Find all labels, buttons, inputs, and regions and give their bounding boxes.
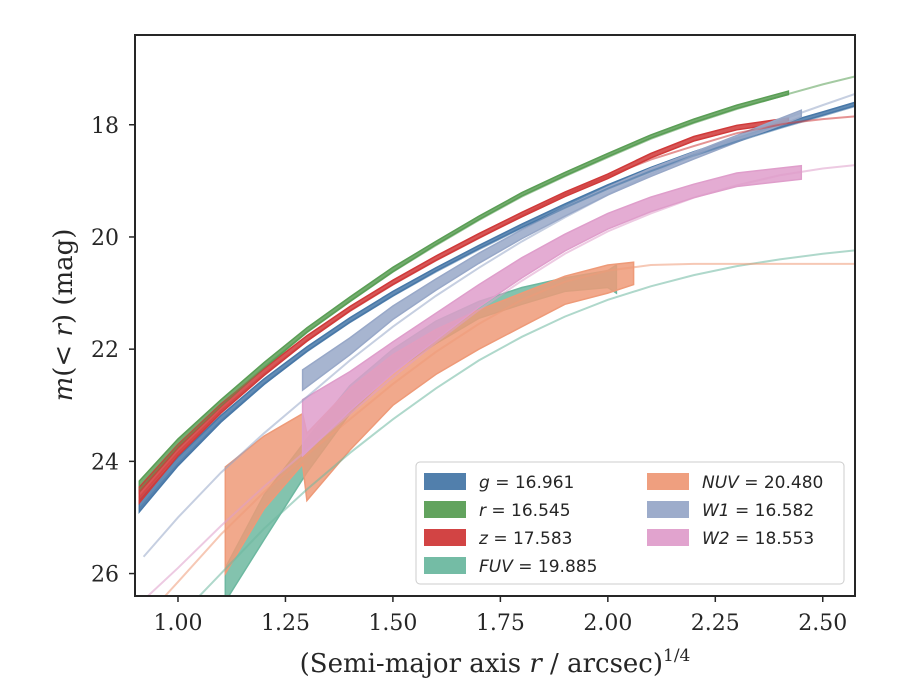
x-axis-ticks: 1.00 1.25 1.50 1.75 2.00 2.25 2.50: [153, 596, 847, 636]
x-tick-label: 2.25: [691, 611, 740, 636]
legend-label-g: g = 16.961: [479, 473, 574, 493]
x-tick-label: 1.75: [476, 611, 525, 636]
legend-box: [415, 461, 845, 585]
legend-label-r: r = 16.545: [479, 501, 571, 521]
profile-band-r: [138, 90, 790, 495]
x-tick-label: 2.00: [583, 611, 632, 636]
y-tick-label: 24: [91, 450, 119, 475]
x-tick-label: 2.50: [798, 611, 847, 636]
y-axis-label: m(< r) (mag): [49, 229, 79, 402]
legend-swatch-w1: [647, 501, 689, 518]
y-tick-label: 26: [91, 563, 119, 588]
legend-swatch-z: [424, 529, 466, 546]
model-curve-r: [138, 75, 855, 491]
y-axis-ticks: 18 20 22 24 26: [91, 114, 135, 588]
legend: g = 16.961 r = 16.545 z = 17.583 FUV = 19.8…: [415, 461, 845, 585]
model-curve-g: [138, 105, 855, 510]
legend-label-fuv: FUV = 19.885: [479, 557, 597, 577]
plot-frame: [134, 34, 856, 597]
y-tick-label: 22: [91, 338, 119, 363]
legend-label-w2: W2 = 18.553: [702, 529, 814, 549]
legend-swatch-fuv: [424, 557, 466, 574]
model-curve-w2: [147, 164, 855, 596]
y-tick-label: 20: [91, 226, 119, 251]
model-curve-w1: [142, 92, 855, 558]
x-axis-label: (Semi-major axis r / arcsec)1/4: [300, 646, 691, 679]
legend-swatch-r: [424, 501, 466, 518]
legend-items: g = 16.961 r = 16.545 z = 17.583 FUV = 19.8…: [424, 473, 823, 577]
y-tick-label: 18: [91, 114, 119, 139]
x-tick-label: 1.00: [153, 611, 202, 636]
legend-label-w1: W1 = 16.582: [702, 501, 814, 521]
model-curves: [138, 75, 855, 596]
x-tick-label: 1.25: [261, 611, 310, 636]
legend-label-z: z = 17.583: [478, 529, 572, 549]
x-tick-label: 1.50: [368, 611, 417, 636]
legend-swatch-g: [424, 473, 466, 490]
legend-swatch-nuv: [647, 473, 689, 490]
legend-label-nuv: NUV = 20.480: [702, 473, 823, 493]
model-curve-nuv: [164, 262, 855, 596]
legend-swatch-w2: [647, 529, 689, 546]
profile-band-w1: [301, 109, 803, 392]
profile-band-w2: [301, 164, 803, 458]
model-curve-z: [138, 115, 855, 499]
